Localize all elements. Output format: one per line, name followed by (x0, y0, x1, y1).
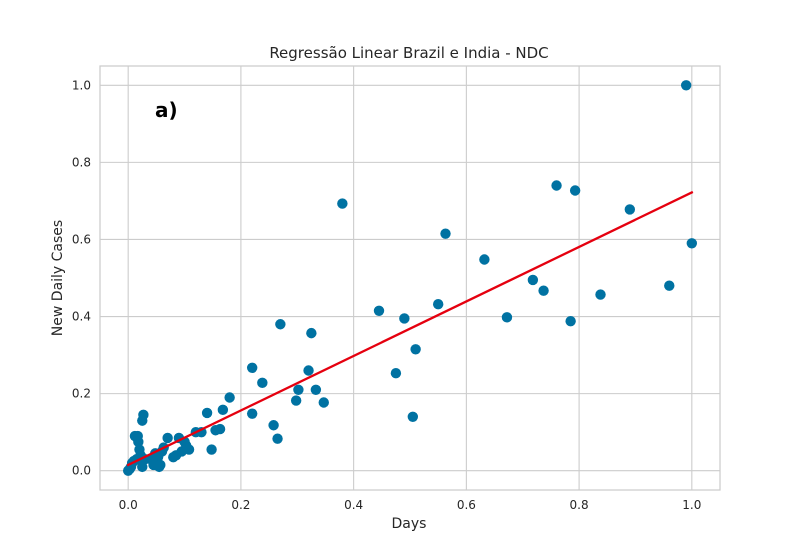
data-point (410, 344, 421, 355)
data-point (479, 254, 490, 265)
data-point (432, 299, 444, 310)
data-point (268, 420, 279, 431)
y-axis-title: New Daily Cases (50, 220, 66, 336)
data-point (440, 228, 451, 239)
data-point (133, 436, 144, 448)
data-point (246, 408, 258, 419)
data-point (538, 285, 549, 296)
data-point (337, 198, 348, 209)
data-point (217, 404, 229, 416)
y-tick-label: 0.6 (72, 232, 91, 246)
data-point (290, 395, 302, 406)
y-tick-label: 0.2 (72, 387, 91, 401)
data-point (686, 238, 698, 249)
x-tick-label: 0.8 (570, 498, 589, 512)
regression-line-group (126, 190, 694, 467)
data-point (551, 180, 562, 191)
grid-lines (100, 66, 720, 490)
y-tick-label: 1.0 (72, 78, 91, 92)
regression-line (126, 190, 694, 467)
data-point (501, 312, 513, 323)
data-point (399, 313, 410, 324)
plot-area (100, 66, 720, 490)
data-point (306, 327, 317, 339)
data-point (303, 365, 314, 376)
data-point (390, 368, 402, 379)
x-axis-title: Days (392, 516, 427, 532)
data-point (155, 459, 166, 471)
data-point (183, 444, 195, 455)
x-tick-label: 0.6 (457, 498, 476, 512)
data-point (214, 423, 226, 435)
data-point (162, 432, 173, 444)
data-point (318, 397, 329, 408)
data-point (257, 377, 268, 389)
x-tick-label: 1.0 (682, 498, 701, 512)
data-point (624, 204, 636, 215)
data-point (246, 362, 258, 374)
data-point (595, 289, 606, 300)
data-point (569, 185, 581, 196)
y-tick-label: 0.4 (72, 310, 91, 324)
chart-title: Regressão Linear Brazil e India - NDC (269, 44, 548, 62)
x-tick-label: 0.2 (231, 498, 250, 512)
data-point (565, 315, 576, 327)
data-point (138, 409, 149, 421)
y-tick-labels: 0.0 0.2 0.4 0.6 0.8 1.0 (72, 78, 91, 477)
data-point (310, 384, 322, 395)
data-point (407, 411, 419, 422)
plot-frame (99, 65, 721, 491)
x-tick-label: 0.4 (344, 498, 363, 512)
panel-label: a) (155, 98, 178, 122)
data-point (206, 444, 217, 455)
data-point (293, 384, 304, 395)
data-point (275, 319, 286, 330)
data-point (272, 433, 283, 444)
data-points (122, 80, 698, 476)
data-point (224, 392, 235, 403)
x-tick-labels: 0.0 0.2 0.4 0.6 0.8 1.0 (119, 498, 702, 512)
data-point (201, 407, 213, 419)
y-tick-label: 0.0 (72, 464, 91, 478)
data-point (680, 80, 692, 91)
data-point (664, 280, 675, 291)
y-tick-label: 0.8 (72, 155, 91, 169)
data-point (527, 274, 539, 286)
x-tick-label: 0.0 (119, 498, 138, 512)
data-point (373, 305, 385, 316)
